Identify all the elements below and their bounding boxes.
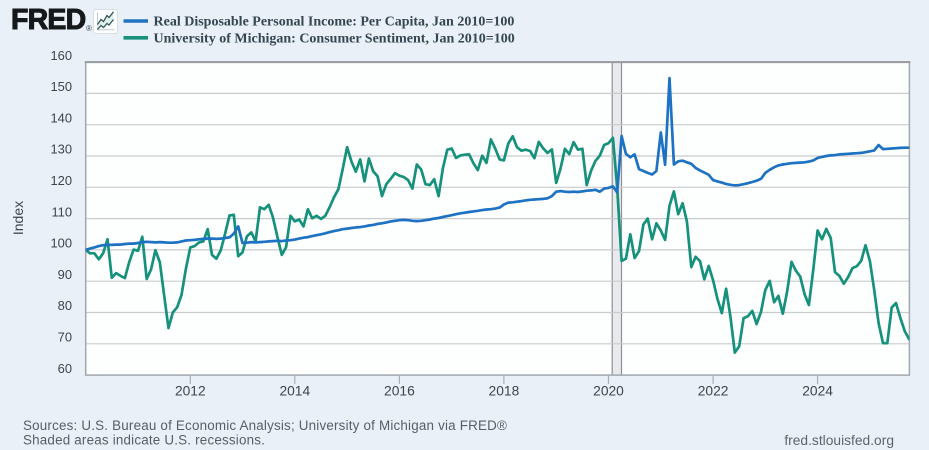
svg-text:Real Disposable Personal Incom: Real Disposable Personal Income: Per Cap… — [154, 15, 515, 30]
svg-text:90: 90 — [58, 267, 72, 282]
svg-text:2012: 2012 — [175, 384, 206, 399]
svg-text:2018: 2018 — [489, 384, 520, 399]
svg-text:University of Michigan: Consum: University of Michigan: Consumer Sentime… — [154, 31, 515, 46]
svg-text:fred.stlouisfed.org: fred.stlouisfed.org — [784, 433, 894, 448]
svg-text:80: 80 — [58, 298, 72, 313]
svg-text:60: 60 — [58, 361, 72, 376]
svg-text:160: 160 — [50, 48, 72, 63]
svg-text:Sources: U.S. Bureau of Econom: Sources: U.S. Bureau of Economic Analysi… — [23, 418, 507, 433]
svg-text:2022: 2022 — [698, 384, 729, 399]
svg-text:2020: 2020 — [593, 384, 624, 399]
svg-text:70: 70 — [58, 330, 72, 345]
svg-text:2014: 2014 — [279, 384, 310, 399]
svg-text:150: 150 — [50, 79, 72, 94]
svg-text:Shaded areas indicate U.S. rec: Shaded areas indicate U.S. recessions. — [23, 433, 265, 448]
svg-text:2024: 2024 — [802, 384, 833, 399]
svg-text:2016: 2016 — [384, 384, 415, 399]
svg-text:100: 100 — [50, 236, 72, 251]
svg-text:120: 120 — [50, 173, 72, 188]
svg-text:130: 130 — [50, 142, 72, 157]
svg-text:110: 110 — [51, 204, 72, 219]
svg-text:140: 140 — [50, 110, 72, 125]
svg-text:Index: Index — [10, 201, 26, 235]
